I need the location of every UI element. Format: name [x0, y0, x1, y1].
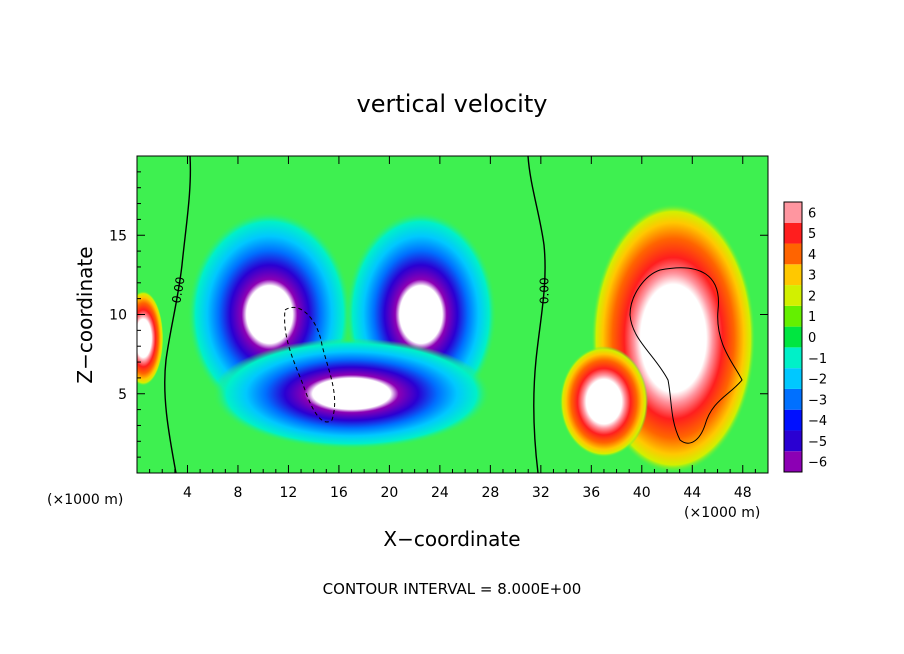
- contour-label-1: 0.00: [537, 277, 551, 304]
- y-tick-label: 10: [109, 308, 127, 324]
- x-tick-label: 32: [532, 485, 550, 501]
- colorbar-label: 4: [808, 248, 816, 263]
- y-axis-label: Z−coordinate: [73, 246, 97, 383]
- colorbar-label: −3: [808, 393, 827, 408]
- zero-contours: [164, 156, 743, 473]
- colorbar-swatch: [784, 326, 802, 348]
- x-tick-label: 20: [380, 485, 398, 501]
- contour-downdraft-core: [284, 307, 336, 423]
- y-tick-label: 15: [109, 228, 127, 244]
- x-tick-label: 48: [734, 485, 752, 501]
- x-tick-label: 12: [280, 485, 298, 501]
- updraft-region-4: [559, 346, 649, 458]
- contour-label-0: 0.00: [169, 276, 187, 305]
- colorbar-swatch: [784, 202, 802, 223]
- colorbar-swatch: [784, 347, 802, 369]
- x-axis-label: X−coordinate: [383, 527, 520, 551]
- colorbar-label: 3: [808, 269, 816, 284]
- colorbar-swatch: [784, 243, 802, 265]
- contour-labels: 0.00 0.00: [169, 276, 551, 305]
- colorbar-label: −6: [808, 456, 827, 471]
- x-tick-label: 36: [582, 485, 600, 501]
- zero-contour-left: [164, 156, 192, 473]
- colorbar-swatch: [784, 388, 802, 410]
- colorbar-label: 5: [808, 227, 816, 242]
- y-tick-label: 5: [118, 387, 127, 403]
- downdraft-region-2: [212, 338, 491, 450]
- colorbar-label: 1: [808, 310, 816, 325]
- x-tick-label: 4: [183, 485, 192, 501]
- x-tick-label: 8: [233, 485, 242, 501]
- colorbar-swatch: [784, 368, 802, 389]
- colorbar-swatch: [784, 264, 802, 286]
- x-tick-label: 28: [481, 485, 499, 501]
- x-unit-left: (×1000 m): [47, 492, 123, 508]
- colorbar-swatch: [784, 305, 802, 327]
- colorbar-frame: [783, 201, 803, 473]
- colorbar-label: −4: [808, 414, 827, 429]
- chart-title: vertical velocity: [357, 90, 548, 118]
- velocity-field: [137, 203, 756, 473]
- colorbar-swatch: [784, 222, 802, 244]
- x-tick-label: 40: [633, 485, 651, 501]
- x-tick-label: 24: [431, 485, 449, 501]
- colorbar-swatch: [784, 285, 802, 306]
- zero-contour-right: [527, 156, 546, 473]
- colorbar-swatch: [784, 430, 802, 452]
- colorbar-label: −5: [808, 435, 827, 450]
- colorbar-swatch: [784, 409, 802, 431]
- contour-updraft-core: [629, 267, 743, 444]
- colorbar-swatch: [784, 451, 802, 472]
- contour-interval-footer: CONTOUR INTERVAL = 8.000E+00: [323, 580, 582, 598]
- colorbar-label: −2: [808, 373, 827, 388]
- x-tick-label: 44: [683, 485, 701, 501]
- updraft-region-5: [137, 290, 164, 386]
- y-axis-ticks: 5 10 15: [109, 171, 768, 458]
- x-unit-right: (×1000 m): [684, 505, 760, 521]
- x-tick-label: 16: [330, 485, 348, 501]
- colorbar-label: 0: [808, 331, 816, 346]
- colorbar-label: −1: [808, 352, 827, 367]
- colorbar-label: 2: [808, 289, 816, 304]
- colorbar: −6 −5 −4 −3 −2 −1 0 1 2 3 4 5 6: [783, 201, 827, 473]
- colorbar-label: 6: [808, 206, 816, 221]
- x-axis-ticks: 4 8 12 16 20 24 28 32 36 40 44 48: [149, 156, 756, 501]
